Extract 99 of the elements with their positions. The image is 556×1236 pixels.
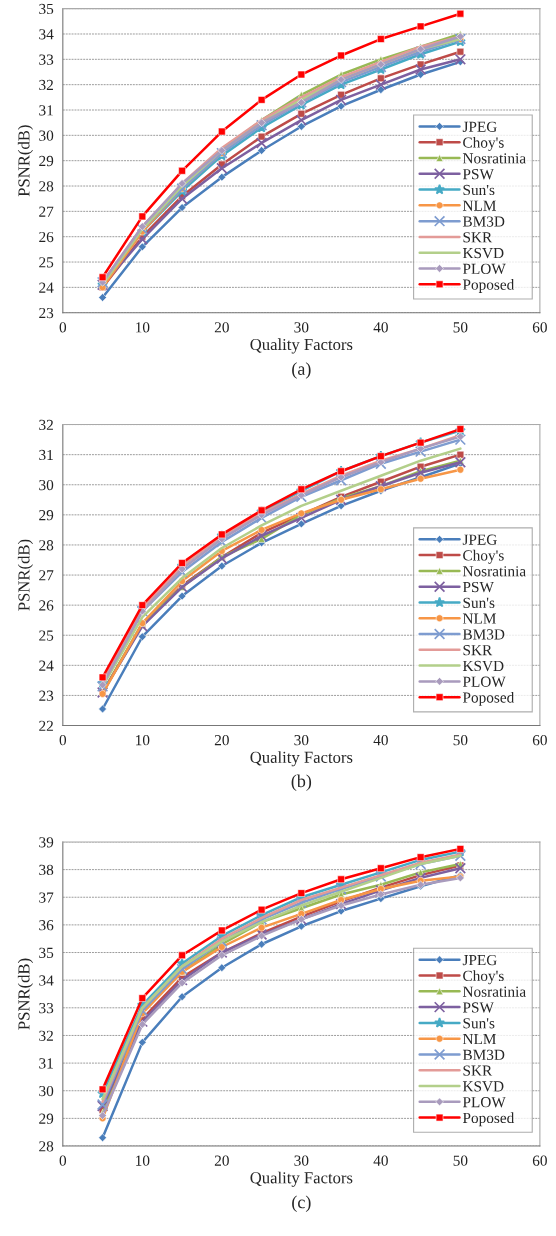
- legend-label: Poposed: [462, 691, 515, 706]
- x-tick-label: 40: [373, 322, 388, 333]
- text: (b): [291, 774, 312, 791]
- y-tick-label: 25: [39, 257, 54, 268]
- x-tick-label: 50: [453, 1155, 468, 1166]
- legend-label: KSVD: [462, 660, 504, 672]
- y-tick-label: 29: [39, 510, 54, 521]
- legend-label: Sun's: [463, 1018, 495, 1029]
- y-tick-label: 33: [39, 1003, 54, 1014]
- legend-label: KSVD: [462, 247, 504, 259]
- y-tick-label: 35: [39, 947, 54, 958]
- x-tick-label: 10: [136, 735, 150, 746]
- y-tick-label: 32: [39, 1030, 53, 1041]
- y-axis-title: PSNR(dB): [17, 539, 33, 611]
- y-tick-label: 26: [39, 231, 54, 243]
- y-tick-label: 30: [39, 1085, 54, 1097]
- legend-label: PSW: [462, 581, 494, 593]
- x-axis-title: Quality Factors: [250, 751, 353, 767]
- legend-label: PLOW: [462, 263, 506, 275]
- legend-label: PSW: [462, 1002, 494, 1013]
- legend-label: Sun's: [463, 597, 495, 608]
- legend-label: SKR: [463, 232, 493, 243]
- x-axis-title: Quality Factors: [250, 338, 353, 354]
- y-tick-label: 31: [39, 105, 53, 116]
- legend-label: Choy's: [463, 970, 504, 985]
- y-tick-label: 31: [39, 449, 53, 461]
- x-tick-label: 0: [59, 322, 67, 333]
- y-tick-label: 33: [39, 54, 54, 65]
- y-tick-label: 24: [39, 282, 54, 293]
- text: (c): [292, 1195, 311, 1212]
- x-tick-label: 50: [453, 322, 468, 333]
- y-tick-label: 26: [39, 600, 54, 611]
- y-tick-label: 23: [39, 307, 54, 319]
- legend-label: BM3D: [462, 629, 505, 640]
- legend-label: JPEG: [462, 121, 497, 132]
- x-tick-label: 40: [373, 735, 388, 746]
- legend-label: Poposed: [462, 279, 515, 293]
- legend-label: NLM: [462, 613, 496, 624]
- x-tick-label: 0: [59, 735, 67, 746]
- x-tick-label: 20: [214, 322, 229, 333]
- y-tick-label: 22: [39, 720, 53, 731]
- y-tick-label: 29: [39, 1113, 54, 1124]
- legend-label: JPEG: [462, 954, 497, 966]
- y-tick-label: 30: [39, 479, 54, 491]
- x-tick-label: 10: [136, 322, 150, 333]
- text: (a): [292, 362, 311, 379]
- x-tick-label: 30: [294, 322, 309, 333]
- x-tick-label: 30: [294, 1155, 309, 1166]
- y-tick-label: 39: [39, 837, 54, 848]
- legend-label: NLM: [462, 1034, 496, 1045]
- x-tick-label: 0: [59, 1155, 67, 1166]
- legend-label: KSVD: [462, 1081, 504, 1092]
- y-tick-label: 32: [39, 79, 53, 91]
- y-tick-label: 31: [39, 1058, 53, 1069]
- legend-label: Poposed: [462, 1112, 515, 1127]
- legend-label: BM3D: [462, 1049, 505, 1060]
- x-tick-label: 20: [214, 735, 229, 746]
- y-tick-label: 30: [39, 130, 54, 141]
- legend-label: NLM: [462, 200, 496, 211]
- legend-label: PSW: [462, 169, 494, 180]
- x-axis-title: Quality Factors: [250, 1171, 353, 1187]
- y-tick-label: 28: [39, 181, 54, 192]
- x-tick-label: 10: [136, 1155, 150, 1166]
- x-tick-label: 30: [294, 735, 309, 746]
- legend-label: BM3D: [462, 216, 505, 227]
- y-tick-label: 38: [39, 864, 54, 876]
- x-tick-label: 40: [373, 1155, 388, 1166]
- x-tick-label: 60: [532, 1155, 547, 1166]
- legend-label: Choy's: [463, 136, 504, 151]
- y-tick-label: 36: [39, 920, 54, 931]
- y-tick-label: 27: [39, 206, 54, 217]
- y-tick-label: 37: [39, 892, 54, 903]
- legend-label: Choy's: [463, 549, 504, 564]
- y-tick-label: 25: [39, 630, 54, 641]
- y-tick-label: 27: [39, 570, 54, 581]
- x-tick-label: 60: [532, 735, 547, 746]
- x-tick-label: 60: [532, 322, 547, 333]
- y-tick-label: 28: [39, 1141, 54, 1152]
- x-tick-label: 20: [214, 1155, 229, 1166]
- legend-label: JPEG: [462, 534, 497, 545]
- y-tick-label: 34: [39, 29, 54, 40]
- y-tick-label: 35: [39, 3, 54, 15]
- legend-label: PLOW: [462, 676, 506, 687]
- x-tick-label: 50: [453, 735, 468, 746]
- legend-label: Nosratinia: [462, 566, 526, 577]
- legend-label: SKR: [463, 1065, 493, 1076]
- legend-label: Sun's: [463, 184, 495, 196]
- y-tick-label: 34: [39, 975, 54, 986]
- y-tick-label: 32: [39, 419, 53, 431]
- y-tick-label: 28: [39, 540, 54, 551]
- legend-label: SKR: [463, 645, 493, 656]
- y-tick-label: 24: [39, 660, 54, 671]
- y-tick-label: 29: [39, 155, 54, 167]
- legend-label: Nosratinia: [462, 986, 526, 997]
- legend-label: Nosratinia: [462, 153, 526, 164]
- y-axis-title: PSNR(dB): [17, 125, 33, 197]
- y-tick-label: 23: [39, 690, 54, 701]
- legend-label: PLOW: [462, 1097, 506, 1108]
- y-axis-title: PSNR(dB): [17, 958, 33, 1030]
